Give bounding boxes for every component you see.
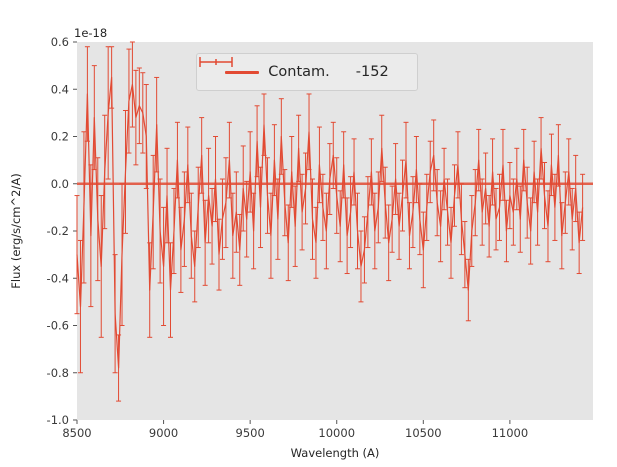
y-tick-label: 0.0 bbox=[51, 177, 69, 191]
x-tick-label: 9000 bbox=[149, 426, 178, 440]
plot-area bbox=[77, 42, 593, 420]
legend-entry-contam: Contam. bbox=[225, 64, 330, 80]
x-tick-label: 8500 bbox=[62, 426, 91, 440]
x-axis-ticks: 8500 9000 9500 10000 10500 11000 bbox=[62, 420, 528, 440]
errorbar-sample-icon bbox=[199, 57, 233, 67]
x-tick-label: 11000 bbox=[492, 426, 529, 440]
y-tick-label: 0.2 bbox=[51, 130, 69, 144]
y-tick-label: 0.6 bbox=[51, 35, 69, 49]
y-tick-label: -1.0 bbox=[47, 413, 69, 427]
spectrum-line bbox=[76, 76, 584, 369]
y-tick-label: -0.8 bbox=[47, 366, 69, 380]
line-sample-icon bbox=[225, 70, 260, 74]
legend: Contam. -152 bbox=[196, 53, 418, 91]
x-axis-label: Wavelength (A) bbox=[290, 446, 380, 460]
y-tick-label: -0.4 bbox=[47, 271, 69, 285]
x-tick-label: 9500 bbox=[236, 426, 265, 440]
x-tick-label: 10500 bbox=[405, 426, 442, 440]
legend-label-152: -152 bbox=[355, 64, 389, 80]
legend-entry-152: -152 bbox=[199, 57, 389, 80]
y-tick-label: -0.6 bbox=[47, 319, 69, 333]
legend-label-contam: Contam. bbox=[268, 64, 330, 80]
axis-offset-label: 1e-18 bbox=[74, 26, 108, 40]
x-tick-label: 10000 bbox=[318, 426, 355, 440]
y-axis-label: Flux (erg/s/cm^2/A) bbox=[9, 173, 23, 289]
y-axis-ticks: -1.0 -0.8 -0.6 -0.4 -0.2 0.0 0.2 0.4 0.6 bbox=[47, 35, 77, 427]
y-tick-label: -0.2 bbox=[47, 224, 69, 238]
y-tick-label: 0.4 bbox=[51, 82, 69, 96]
